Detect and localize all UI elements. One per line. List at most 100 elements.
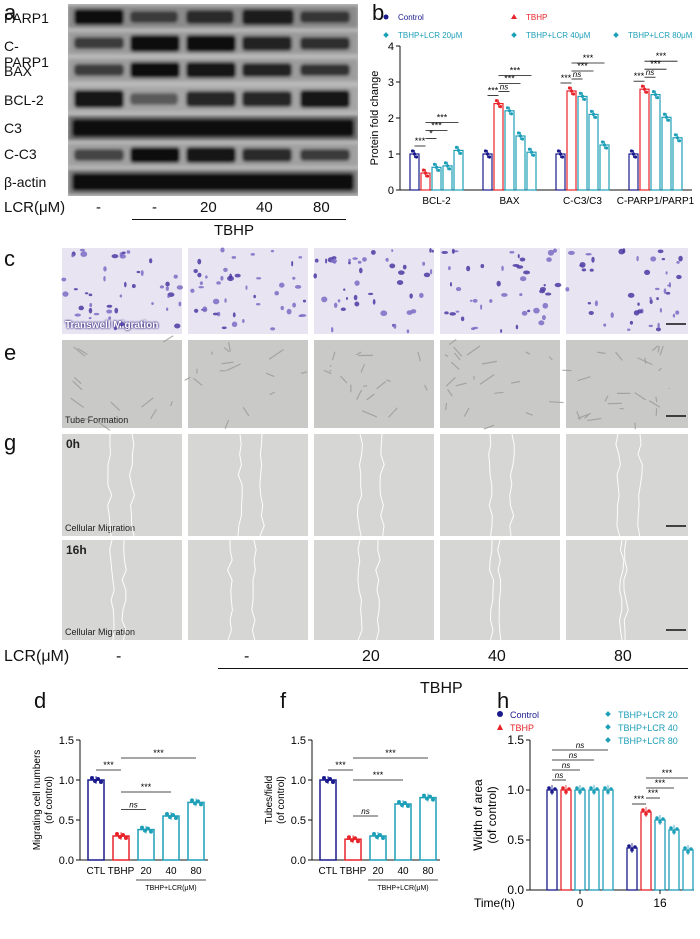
cell-dot — [547, 249, 555, 256]
wound-edge-line — [109, 539, 115, 641]
cell-dot — [541, 314, 546, 321]
blot-lane-1: - — [96, 199, 101, 216]
data-point — [560, 155, 565, 159]
cell-dot — [88, 317, 92, 320]
cell-dot — [131, 283, 136, 289]
images-tbhp-label: TBHP — [420, 680, 463, 697]
cell-dot — [178, 301, 182, 307]
wound-16h-image-3 — [314, 540, 434, 640]
cell-dot — [552, 248, 557, 253]
cell-dot — [444, 311, 449, 315]
data-point — [666, 118, 671, 122]
tube-segment — [72, 380, 83, 391]
x-tick-label: 80 — [190, 866, 202, 877]
blot-label-bax: BAX — [4, 63, 33, 79]
data-point — [196, 799, 200, 804]
cell-dot — [496, 280, 501, 287]
data-point — [606, 790, 610, 794]
cell-dot — [174, 323, 181, 329]
tube-segment — [300, 371, 308, 374]
data-point — [662, 112, 667, 116]
cell-dot — [649, 299, 653, 305]
bar — [546, 789, 558, 891]
tube-segment — [445, 376, 456, 387]
data-point — [553, 787, 557, 791]
blot-bands — [68, 4, 358, 196]
data-point — [190, 798, 194, 803]
cell-dot — [84, 292, 89, 295]
data-point — [578, 790, 582, 794]
data-point — [592, 790, 596, 794]
data-point — [403, 801, 407, 805]
significance-label: *** — [656, 51, 667, 61]
data-point — [595, 787, 599, 791]
significance-label: ns — [500, 83, 508, 92]
data-point — [629, 149, 634, 153]
x-tick-label: CTL — [319, 866, 338, 877]
tube-segment — [74, 417, 90, 421]
cell-dot — [165, 307, 169, 311]
cell-dot — [565, 287, 570, 292]
data-point — [627, 844, 631, 848]
tube-image-5 — [566, 340, 688, 428]
blot-label-beta-actin: β-actin — [4, 174, 47, 190]
data-point — [90, 776, 94, 780]
cell-dot — [455, 310, 460, 313]
data-point — [529, 150, 534, 154]
significance-label: *** — [650, 59, 661, 69]
cell-dot — [136, 270, 141, 274]
bar — [588, 789, 600, 891]
cell-dot — [543, 284, 546, 287]
data-point — [567, 86, 572, 90]
data-point — [575, 786, 579, 790]
x-tick-label: 20 — [372, 866, 384, 877]
legend-label: TBHP — [510, 723, 534, 733]
cell-dot — [302, 299, 307, 303]
group-label: TBHP+LCR(μM) — [145, 885, 196, 892]
cell-dot — [220, 275, 224, 281]
tube-segment — [77, 347, 88, 356]
data-point — [353, 836, 357, 841]
significance-label: *** — [335, 760, 346, 770]
wound-edge-line — [259, 433, 265, 537]
significance-label: *** — [153, 748, 164, 758]
data-point — [93, 779, 97, 783]
bar — [394, 803, 412, 861]
cell-dot — [654, 287, 660, 291]
significance-label: ns — [129, 801, 137, 810]
cell-dot — [292, 276, 296, 280]
legend-marker — [383, 14, 389, 20]
cell-dot — [274, 291, 280, 296]
cell-dot — [546, 257, 552, 262]
cell-dot — [194, 308, 199, 313]
data-point — [328, 777, 332, 781]
chart-migrating-cells: 0.0 0.5 1.0 1.5 Migrating cell numbers (of co… — [32, 735, 208, 892]
tube-segment — [355, 351, 362, 356]
data-point — [569, 89, 574, 93]
tube-segment — [525, 412, 533, 416]
cell-dot — [227, 275, 234, 282]
significance-label: *** — [662, 768, 673, 778]
wound-edge-line — [237, 433, 243, 537]
tube-segment — [658, 367, 662, 372]
blot-lane-5: 80 — [313, 199, 330, 216]
data-point — [397, 800, 401, 804]
bar — [137, 828, 155, 861]
wound-0h-image-5 — [566, 434, 688, 536]
cell-dot — [73, 288, 78, 291]
data-point — [406, 804, 410, 808]
tube-segment — [223, 346, 230, 353]
data-point — [527, 147, 532, 151]
y-tick-label: 0 — [388, 185, 394, 197]
data-point — [140, 825, 144, 830]
cell-dot — [594, 300, 598, 307]
bar — [419, 796, 437, 861]
significance-label: ns — [555, 771, 563, 780]
panel-label-c: c — [4, 246, 15, 271]
cell-dot — [250, 253, 255, 256]
cell-dot — [657, 249, 664, 254]
cell-dot — [519, 276, 527, 282]
cell-dot — [661, 257, 666, 261]
cell-dot — [676, 260, 680, 264]
tube-segment — [576, 411, 581, 420]
